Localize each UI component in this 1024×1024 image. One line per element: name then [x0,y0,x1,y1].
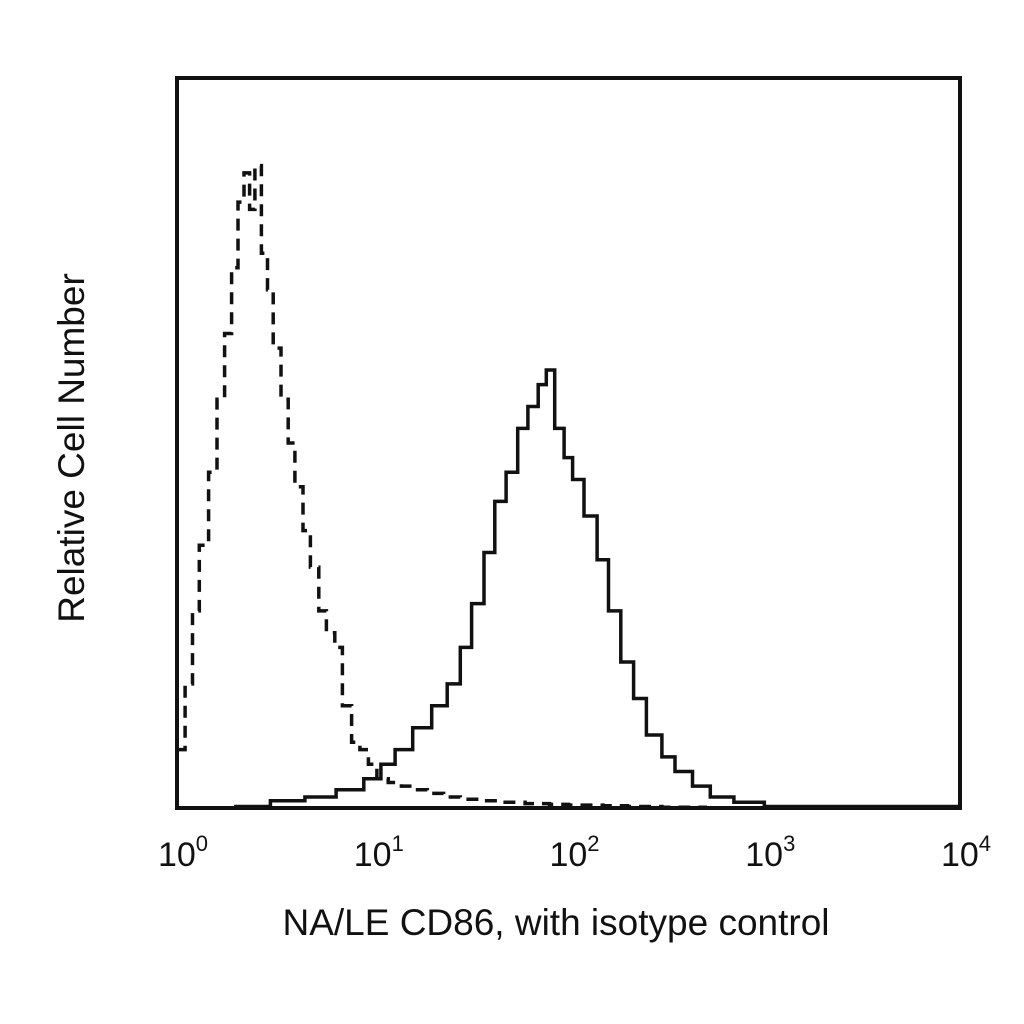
isotype-control-series [177,163,960,810]
x-axis-ticks: 100 101 102 103 104 [158,831,991,874]
x-tick-label: 102 [549,831,599,874]
y-axis-label: Relative Cell Number [51,273,92,623]
x-tick-label: 101 [354,831,404,874]
cd86-series [177,368,962,810]
x-tick-label: 100 [158,831,208,874]
plot-frame [175,76,962,810]
x-tick-label: 104 [941,831,991,874]
x-axis-label: NA/LE CD86, with isotype control [282,902,829,943]
series-layer [177,163,962,810]
x-tick-label: 103 [745,831,795,874]
